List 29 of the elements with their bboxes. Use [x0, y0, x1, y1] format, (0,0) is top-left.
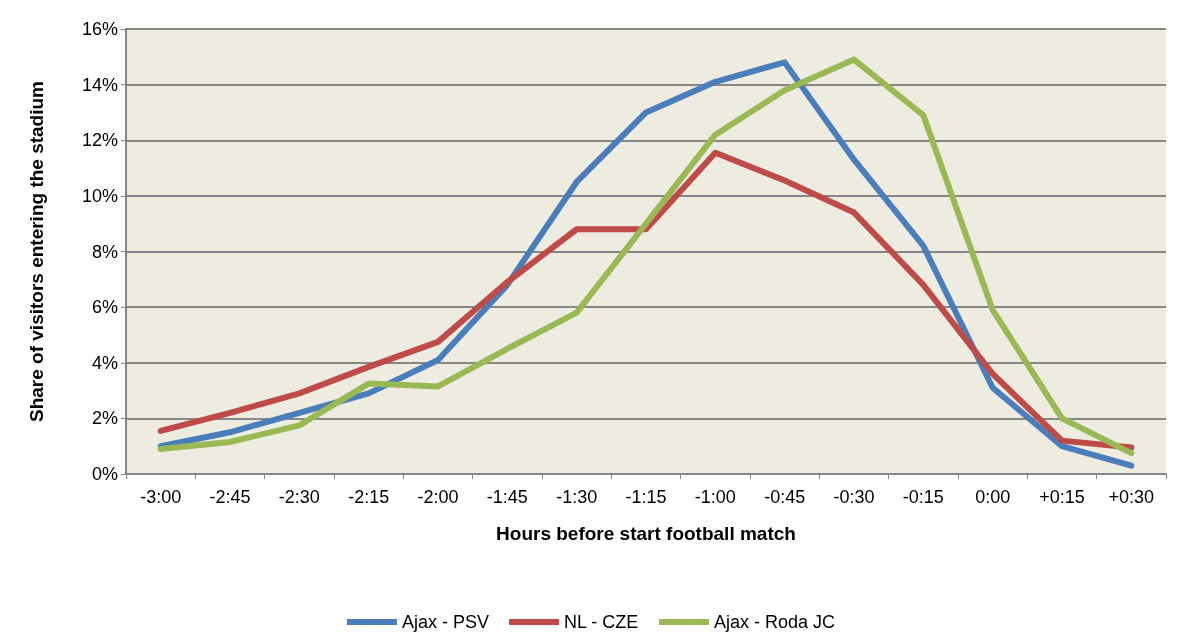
x-tick-label: -1:45	[486, 487, 528, 507]
x-tick-label: -1:30	[556, 487, 598, 507]
x-tick-label: -3:00	[140, 487, 182, 507]
x-tick-label: +0:15	[1039, 487, 1085, 507]
legend-label: Ajax - Roda JC	[714, 612, 836, 632]
x-tick-label: -0:15	[902, 487, 944, 507]
x-tick-label: -1:00	[694, 487, 736, 507]
legend-label: Ajax - PSV	[401, 612, 489, 632]
y-tick-label: 12%	[81, 130, 118, 151]
y-tick-label: 16%	[81, 19, 118, 39]
x-tick-label: -0:45	[764, 487, 806, 507]
y-tick-label: 4%	[91, 352, 118, 373]
y-tick-label: 10%	[81, 185, 118, 206]
y-tick-label: 2%	[91, 408, 118, 429]
y-tick-label: 6%	[91, 297, 118, 318]
y-tick-label: 8%	[91, 241, 118, 262]
x-tick-label: -2:30	[278, 487, 320, 507]
x-tick-label: -0:30	[833, 487, 875, 507]
x-tick-label: -2:15	[348, 487, 390, 507]
x-tick-label: -2:00	[417, 487, 459, 507]
x-tick-label: -1:15	[625, 487, 667, 507]
y-axis-title: Share of visitors entering the stadium	[26, 80, 47, 423]
legend-label: NL - CZE	[563, 612, 639, 632]
x-tick-label: 0:00	[975, 487, 1011, 507]
y-tick-label: 14%	[81, 74, 118, 95]
y-tick-label: 0%	[91, 464, 118, 484]
x-axis-title: Hours before start football match	[496, 523, 796, 544]
x-tick-label: -2:45	[209, 487, 251, 507]
x-tick-label: +0:30	[1108, 487, 1155, 507]
